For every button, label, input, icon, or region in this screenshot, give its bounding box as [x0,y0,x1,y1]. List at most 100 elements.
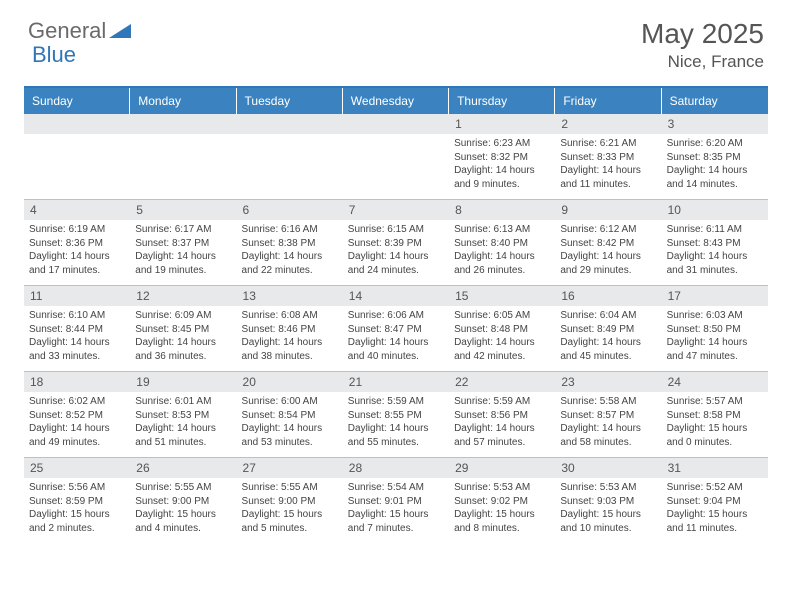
day-number [24,114,130,134]
day-cell: Sunrise: 6:02 AMSunset: 8:52 PMDaylight:… [24,392,130,457]
sunset-text: Sunset: 9:00 PM [135,495,231,509]
daylight-text-2: and 22 minutes. [242,264,338,278]
daylight-text-1: Daylight: 15 hours [667,422,763,436]
day-number: 27 [237,457,343,478]
sunset-text: Sunset: 8:43 PM [667,237,763,251]
daylight-text-1: Daylight: 14 hours [348,250,444,264]
sunrise-text: Sunrise: 5:53 AM [454,481,550,495]
day-body-row: Sunrise: 6:19 AMSunset: 8:36 PMDaylight:… [24,220,768,285]
sunrise-text: Sunrise: 6:13 AM [454,223,550,237]
daylight-text-2: and 55 minutes. [348,436,444,450]
day-cell: Sunrise: 5:54 AMSunset: 9:01 PMDaylight:… [343,478,449,543]
day-number: 7 [343,199,449,220]
sunrise-text: Sunrise: 6:19 AM [29,223,125,237]
sunrise-text: Sunrise: 5:59 AM [454,395,550,409]
day-number: 12 [130,285,236,306]
daylight-text-1: Daylight: 14 hours [667,250,763,264]
sunset-text: Sunset: 8:32 PM [454,151,550,165]
sunrise-text: Sunrise: 5:52 AM [667,481,763,495]
day-number-row: 11121314151617 [24,285,768,306]
day-cell: Sunrise: 6:17 AMSunset: 8:37 PMDaylight:… [130,220,236,285]
sunset-text: Sunset: 8:36 PM [29,237,125,251]
sunrise-text: Sunrise: 6:21 AM [560,137,656,151]
sunrise-text: Sunrise: 6:12 AM [560,223,656,237]
logo-word-1: General [28,18,106,44]
day-body-row: Sunrise: 6:23 AMSunset: 8:32 PMDaylight:… [24,134,768,199]
daylight-text-2: and 47 minutes. [667,350,763,364]
day-number: 1 [449,114,555,134]
day-cell: Sunrise: 6:03 AMSunset: 8:50 PMDaylight:… [662,306,768,371]
daylight-text-2: and 58 minutes. [560,436,656,450]
daylight-text-1: Daylight: 14 hours [29,250,125,264]
sunset-text: Sunset: 8:33 PM [560,151,656,165]
sunrise-text: Sunrise: 6:15 AM [348,223,444,237]
daylight-text-1: Daylight: 14 hours [560,250,656,264]
daylight-text-2: and 4 minutes. [135,522,231,536]
sunrise-text: Sunrise: 6:16 AM [242,223,338,237]
day-number: 31 [662,457,768,478]
daylight-text-2: and 42 minutes. [454,350,550,364]
sunset-text: Sunset: 8:44 PM [29,323,125,337]
day-cell: Sunrise: 6:08 AMSunset: 8:46 PMDaylight:… [237,306,343,371]
day-cell: Sunrise: 5:55 AMSunset: 9:00 PMDaylight:… [237,478,343,543]
sunrise-text: Sunrise: 6:04 AM [560,309,656,323]
daylight-text-1: Daylight: 15 hours [454,508,550,522]
location-title: Nice, France [641,52,764,72]
daylight-text-1: Daylight: 15 hours [135,508,231,522]
day-number-row: 18192021222324 [24,371,768,392]
daylight-text-1: Daylight: 14 hours [29,422,125,436]
sunset-text: Sunset: 8:40 PM [454,237,550,251]
sunrise-text: Sunrise: 5:53 AM [560,481,656,495]
day-cell: Sunrise: 6:23 AMSunset: 8:32 PMDaylight:… [449,134,555,199]
daylight-text-1: Daylight: 15 hours [667,508,763,522]
daylight-text-1: Daylight: 14 hours [667,164,763,178]
sunset-text: Sunset: 8:48 PM [454,323,550,337]
day-body-row: Sunrise: 6:10 AMSunset: 8:44 PMDaylight:… [24,306,768,371]
sunrise-text: Sunrise: 5:54 AM [348,481,444,495]
sunrise-text: Sunrise: 6:17 AM [135,223,231,237]
day-number: 23 [555,371,661,392]
day-cell: Sunrise: 5:59 AMSunset: 8:55 PMDaylight:… [343,392,449,457]
sunset-text: Sunset: 8:50 PM [667,323,763,337]
day-cell [24,134,130,199]
sunrise-text: Sunrise: 5:56 AM [29,481,125,495]
logo: General [28,18,131,44]
sunrise-text: Sunrise: 5:55 AM [242,481,338,495]
day-cell: Sunrise: 5:53 AMSunset: 9:02 PMDaylight:… [449,478,555,543]
day-cell: Sunrise: 6:16 AMSunset: 8:38 PMDaylight:… [237,220,343,285]
daylight-text-1: Daylight: 14 hours [454,336,550,350]
daylight-text-1: Daylight: 14 hours [135,250,231,264]
day-number: 19 [130,371,236,392]
daylight-text-2: and 11 minutes. [667,522,763,536]
sunrise-text: Sunrise: 5:58 AM [560,395,656,409]
sunrise-text: Sunrise: 6:06 AM [348,309,444,323]
day-cell: Sunrise: 6:11 AMSunset: 8:43 PMDaylight:… [662,220,768,285]
day-cell: Sunrise: 6:19 AMSunset: 8:36 PMDaylight:… [24,220,130,285]
sunrise-text: Sunrise: 5:55 AM [135,481,231,495]
sunset-text: Sunset: 8:46 PM [242,323,338,337]
day-cell: Sunrise: 5:52 AMSunset: 9:04 PMDaylight:… [662,478,768,543]
day-cell: Sunrise: 6:15 AMSunset: 8:39 PMDaylight:… [343,220,449,285]
day-number: 2 [555,114,661,134]
sunrise-text: Sunrise: 6:11 AM [667,223,763,237]
daylight-text-2: and 11 minutes. [560,178,656,192]
day-body-row: Sunrise: 5:56 AMSunset: 8:59 PMDaylight:… [24,478,768,543]
weekday-header: Wednesday [343,88,449,114]
daylight-text-2: and 10 minutes. [560,522,656,536]
daylight-text-2: and 19 minutes. [135,264,231,278]
sunset-text: Sunset: 8:49 PM [560,323,656,337]
sunset-text: Sunset: 8:39 PM [348,237,444,251]
sunset-text: Sunset: 8:45 PM [135,323,231,337]
weekday-header: Saturday [662,88,768,114]
daylight-text-2: and 51 minutes. [135,436,231,450]
sunset-text: Sunset: 8:52 PM [29,409,125,423]
daylight-text-2: and 7 minutes. [348,522,444,536]
day-cell: Sunrise: 5:57 AMSunset: 8:58 PMDaylight:… [662,392,768,457]
day-cell: Sunrise: 6:12 AMSunset: 8:42 PMDaylight:… [555,220,661,285]
daylight-text-2: and 57 minutes. [454,436,550,450]
day-number [343,114,449,134]
weekday-header-row: Sunday Monday Tuesday Wednesday Thursday… [24,88,768,114]
sunset-text: Sunset: 8:54 PM [242,409,338,423]
daylight-text-1: Daylight: 14 hours [454,422,550,436]
daylight-text-2: and 38 minutes. [242,350,338,364]
